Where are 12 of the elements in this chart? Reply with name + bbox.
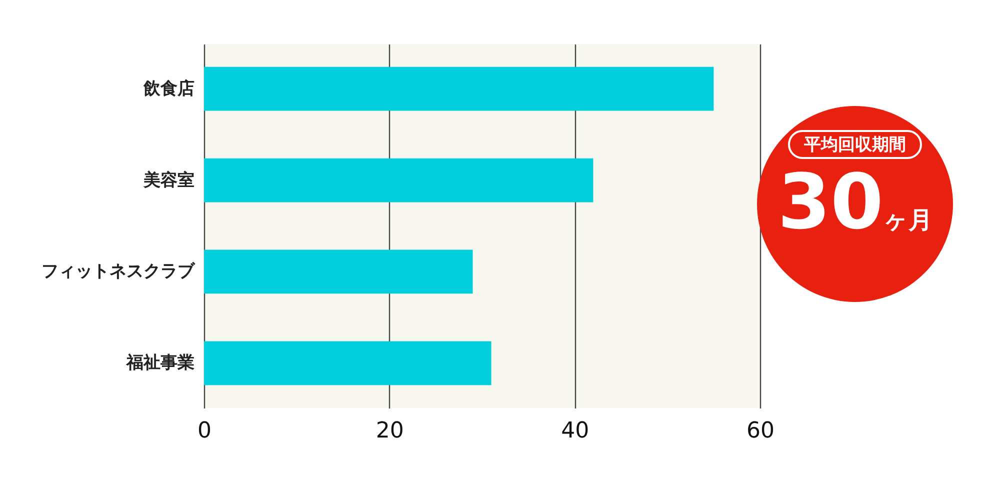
x-tick-label: 0 [198,418,212,444]
y-tick-label: 福祉事業 [126,353,194,374]
bar [204,158,594,202]
y-tick-label: フィットネスクラブ [42,262,196,282]
x-tick-label: 60 [746,418,774,444]
x-tick-label: 20 [376,418,404,444]
y-tick-label: 飲食店 [142,78,194,99]
y-tick-label: 美容室 [142,170,194,190]
x-tick-label: 40 [561,418,590,444]
bar [204,341,492,386]
bar [204,250,473,294]
bar [204,66,714,111]
